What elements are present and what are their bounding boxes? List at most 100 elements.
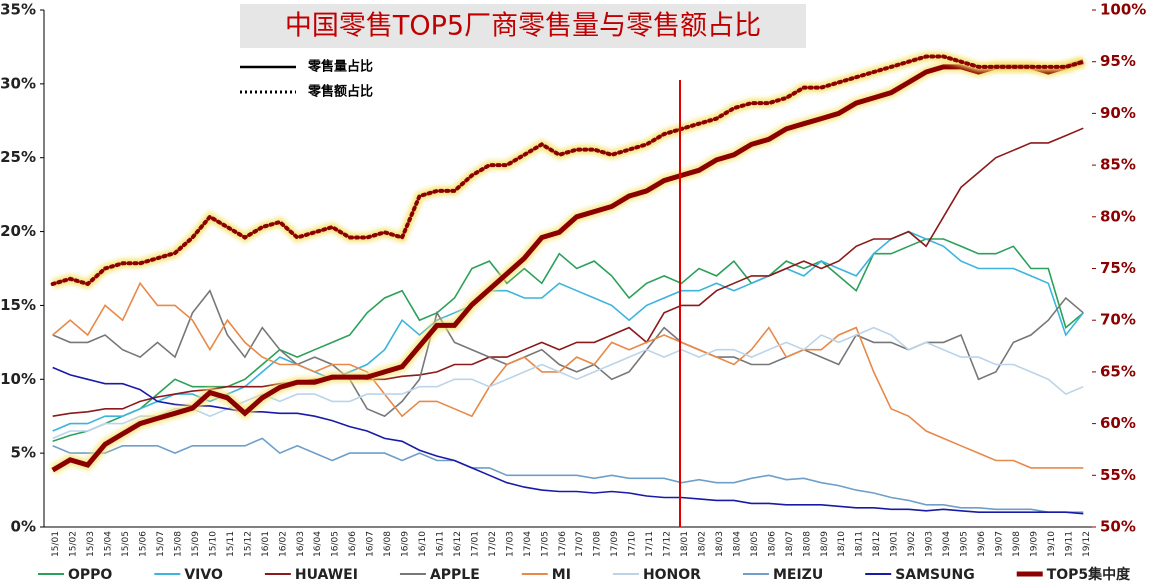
x-tick-label: 18/03 [715,531,725,557]
x-tick-label: 15/02 [69,531,79,557]
legend-label: MEIZU [773,567,823,583]
line [52,326,1084,440]
x-tick-label: 17/04 [523,531,533,557]
x-tick-label: 16/11 [436,531,446,557]
x-tick-label: 18/09 [820,531,830,557]
x-tick-label: 15/01 [51,531,61,557]
y-tick-label: 5% [11,444,36,462]
x-tick-label: 16/06 [348,531,358,557]
title-box [240,4,806,48]
line [50,54,1086,287]
x-tick-label: 16/12 [453,531,463,557]
x-tick-label: 15/05 [121,531,131,557]
x-tick-label: 17/11 [645,531,655,557]
x-tick-label: 16/03 [296,531,306,557]
x-tick-label: 18/01 [680,531,690,557]
x-tick-label: 19/02 [907,531,917,557]
legend-label: 零售额占比 [307,84,373,100]
y-tick-label: 20% [0,222,36,240]
x-tick-label: 18/12 [872,531,882,557]
legend-label: MI [552,567,571,583]
x-tick-label: 18/07 [785,531,795,557]
x-tick-label: 17/06 [558,531,568,557]
x-tick-label: 16/09 [401,531,411,557]
x-tick-label: 19/04 [942,531,952,557]
x-tick-label: 19/10 [1047,531,1057,557]
x-tick-label: 15/08 [174,531,184,557]
legend-label: 零售量占比 [307,59,373,75]
legend-label: HONOR [643,567,701,583]
x-tick-label: 17/03 [505,531,515,557]
x-tick-label: 16/07 [366,531,376,557]
legend-label: HUAWEI [295,567,358,583]
line [52,127,1084,417]
x-tick-label: 19/08 [1012,531,1022,557]
y2-tick-label: 90% [1100,104,1136,122]
y2-tick-label: 55% [1100,466,1136,484]
y-tick-label: 25% [0,148,36,166]
x-tick-label: 19/05 [960,531,970,557]
line-glow [50,56,1085,475]
x-tick-label: 19/12 [1082,531,1092,557]
y-tick-label: 35% [0,1,36,19]
x-tick-label: 17/05 [540,531,550,557]
x-tick-label: 17/08 [593,531,603,557]
y2-tick-label: 65% [1100,362,1136,380]
x-tick-label: 18/02 [698,531,708,557]
x-tick-label: 18/04 [732,531,742,557]
y2-tick-label: 75% [1100,259,1136,277]
x-tick-label: 15/04 [104,531,114,557]
chart-title: 中国零售TOP5厂商零售量与零售额占比 [285,11,761,42]
x-tick-label: 17/12 [663,531,673,557]
line [52,238,1084,443]
x-tick-label: 15/10 [208,531,218,557]
x-tick-label: 19/07 [994,531,1004,557]
line [51,59,1085,473]
x-tick-label: 18/10 [837,531,847,557]
y2-tick-label: 100% [1100,1,1146,19]
legend-label: OPPO [68,567,112,583]
legend-label: VIVO [184,567,223,583]
x-tick-label: 15/07 [156,531,166,557]
y-tick-label: 30% [0,74,36,92]
x-tick-label: 16/08 [383,531,393,557]
y-tick-label: 10% [0,370,36,388]
x-tick-label: 19/06 [977,531,987,557]
line [52,281,1084,469]
y2-tick-label: 95% [1100,52,1136,70]
x-tick-label: 17/01 [470,531,480,557]
legend-label: APPLE [430,567,480,583]
x-tick-label: 15/06 [139,531,149,557]
x-tick-label: 17/10 [628,531,638,557]
line-glow [51,52,1085,290]
x-tick-label: 19/03 [925,531,935,557]
x-tick-label: 16/05 [331,531,341,557]
x-tick-label: 16/02 [278,531,288,557]
y-tick-label: 15% [0,296,36,314]
line [52,366,1084,515]
x-tick-label: 18/06 [767,531,777,557]
x-tick-label: 16/10 [418,531,428,557]
y-tick-label: 0% [11,518,36,536]
y2-tick-label: 60% [1100,414,1136,432]
line [52,437,1084,513]
x-tick-label: 17/09 [610,531,620,557]
legend-label: SAMSUNG [895,567,975,583]
x-tick-label: 19/01 [890,531,900,557]
x-tick-label: 15/12 [243,531,253,557]
x-tick-label: 15/11 [226,531,236,557]
x-tick-label: 18/05 [750,531,760,557]
x-tick-label: 17/07 [575,531,585,557]
x-tick-label: 16/04 [313,531,323,557]
x-tick-label: 15/09 [191,531,201,557]
x-tick-label: 17/02 [488,531,498,557]
x-tick-label: 19/09 [1029,531,1039,557]
y2-tick-label: 80% [1100,207,1136,225]
y2-tick-label: 50% [1100,518,1136,536]
y2-tick-label: 70% [1100,311,1136,329]
x-tick-label: 19/11 [1064,531,1074,557]
x-tick-label: 16/01 [261,531,271,557]
x-tick-label: 18/11 [855,531,865,557]
y2-tick-label: 85% [1100,156,1136,174]
